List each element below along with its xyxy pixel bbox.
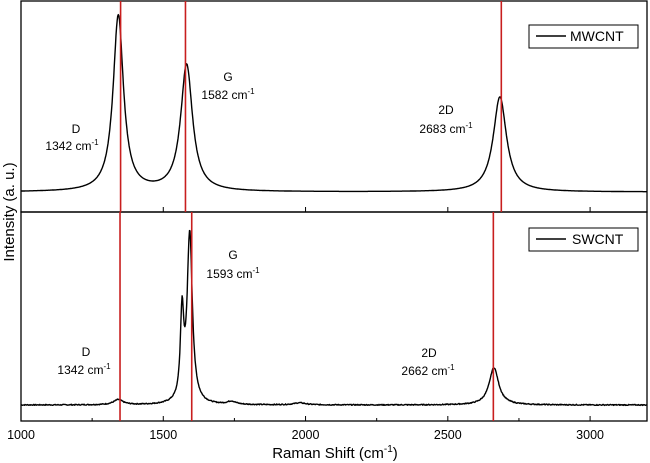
swcnt-legend: SWCNT bbox=[528, 227, 639, 252]
x-axis-ticks: 1000 1500 2000 2500 3000 bbox=[7, 207, 604, 442]
swcnt-g-peak-annotation: G 1593 cm-1 bbox=[206, 248, 260, 281]
mwcnt-legend: MWCNT bbox=[528, 24, 639, 49]
mwcnt-spectrum-line bbox=[20, 13, 648, 193]
mwcnt-2d-label: 2D bbox=[438, 103, 454, 117]
mwcnt-d-peak-annotation: D 1342 cm-1 bbox=[45, 122, 99, 153]
mwcnt-legend-box bbox=[528, 24, 639, 49]
mwcnt-g-peak-annotation: G 1582 cm-1 bbox=[201, 70, 255, 102]
mwcnt-d-position: 1342 cm-1 bbox=[45, 138, 99, 153]
bottom-panel-frame bbox=[20, 211, 648, 422]
mwcnt-g-label: G bbox=[223, 70, 232, 84]
peak-reference-lines bbox=[119, 1, 503, 421]
x-tick-label: 1500 bbox=[149, 428, 177, 442]
x-axis-label: Raman Shift (cm-1) bbox=[272, 444, 398, 462]
x-tick-label: 2500 bbox=[434, 428, 462, 442]
x-tick-label: 1000 bbox=[7, 428, 35, 442]
swcnt-legend-box bbox=[528, 227, 639, 252]
mwcnt-2d-position: 2683 cm-1 bbox=[419, 121, 473, 136]
y-axis-label: Intensity (a. u.) bbox=[1, 162, 18, 261]
swcnt-legend-label: SWCNT bbox=[572, 231, 624, 247]
x-tick-label: 3000 bbox=[576, 428, 604, 442]
swcnt-g-label: G bbox=[228, 248, 237, 262]
swcnt-2d-peak-annotation: 2D 2662 cm-1 bbox=[401, 346, 455, 378]
mwcnt-g-position: 1582 cm-1 bbox=[201, 87, 255, 102]
swcnt-g-position: 1593 cm-1 bbox=[206, 266, 260, 281]
swcnt-d-peak-annotation: D 1342 cm-1 bbox=[57, 345, 111, 377]
swcnt-2d-label: 2D bbox=[421, 346, 437, 360]
swcnt-2d-position: 2662 cm-1 bbox=[401, 363, 455, 378]
x-tick-label: 2000 bbox=[292, 428, 320, 442]
swcnt-spectrum-line bbox=[20, 229, 648, 407]
mwcnt-legend-label: MWCNT bbox=[570, 28, 624, 44]
swcnt-d-label: D bbox=[82, 345, 91, 359]
mwcnt-2d-peak-annotation: 2D 2683 cm-1 bbox=[419, 103, 473, 136]
mwcnt-d-label: D bbox=[72, 122, 81, 136]
swcnt-d-position: 1342 cm-1 bbox=[57, 362, 111, 377]
